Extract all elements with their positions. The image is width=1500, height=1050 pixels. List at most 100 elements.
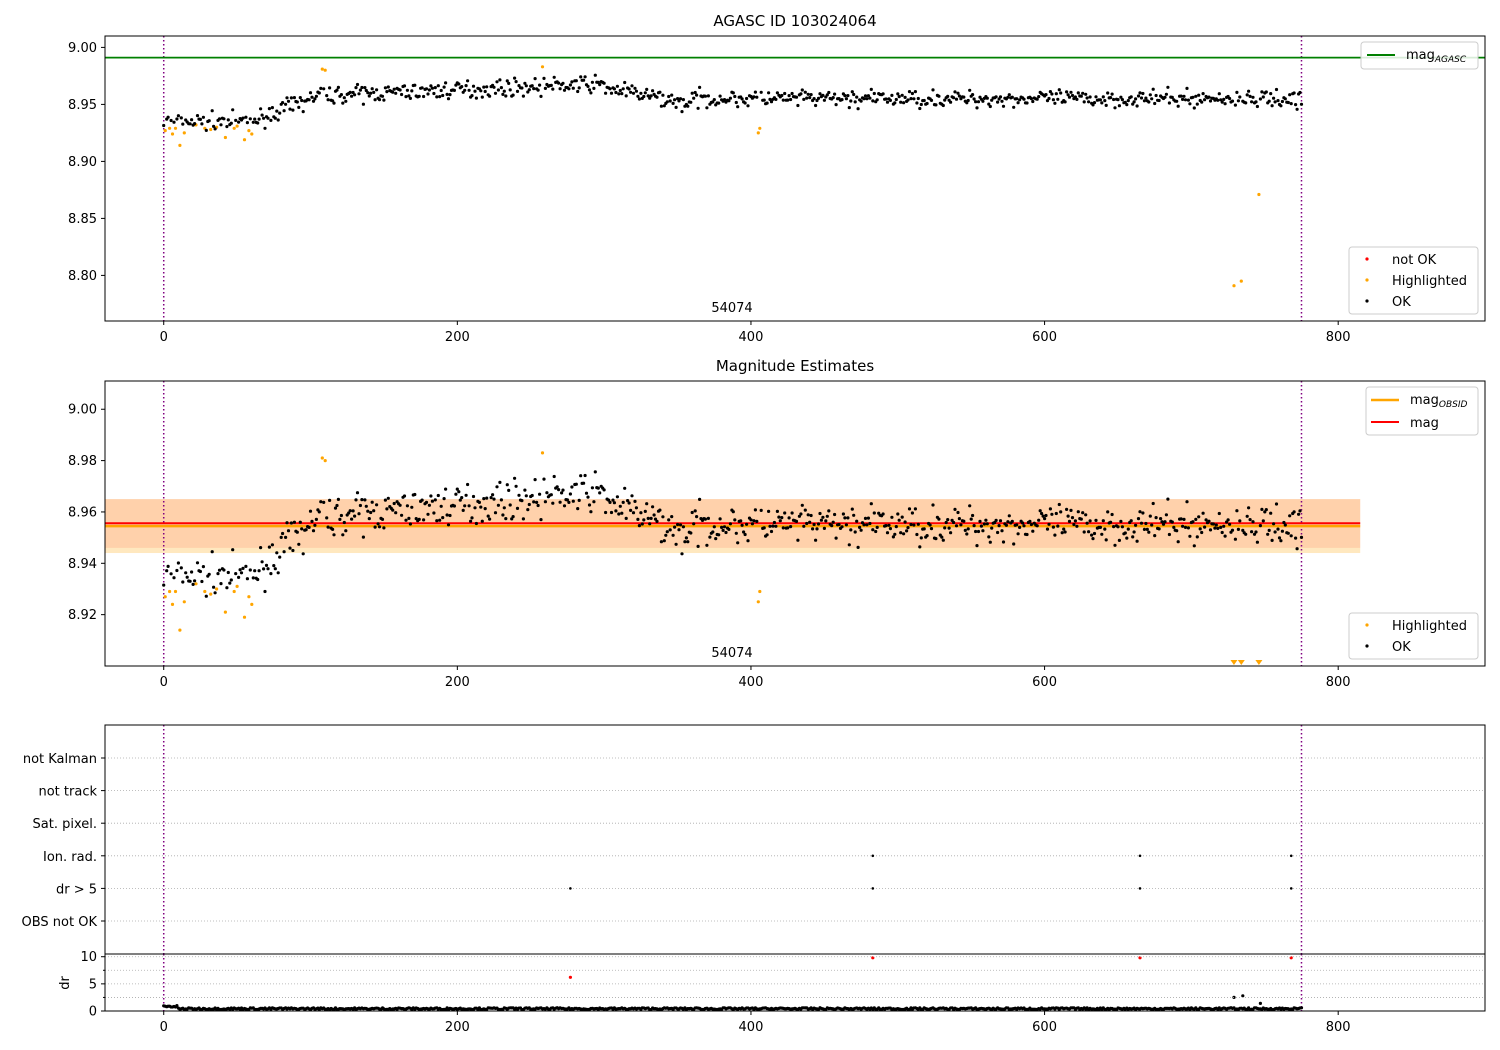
data-point [809,513,813,518]
data-point [934,537,938,541]
data-point [1104,103,1108,107]
data-point [1045,527,1050,531]
data-point [1251,520,1255,524]
data-point [322,500,326,504]
data-point [464,493,468,497]
data-point [1183,98,1188,102]
data-point [1250,100,1254,104]
data-point [680,110,684,114]
data-point [1109,96,1113,100]
data-point [865,523,869,527]
data-point [410,89,414,93]
data-point [417,517,421,522]
data-point [633,86,637,90]
data-point [680,552,684,556]
data-point [313,97,317,101]
data-point [1298,90,1302,95]
data-point [662,104,666,108]
data-point [890,93,894,97]
data-point [952,520,956,525]
data-point [979,524,984,528]
data-point [175,1004,179,1008]
data-point [1239,279,1243,283]
x-tick-label: 200 [445,1020,470,1035]
data-point [1191,95,1195,99]
data-point [257,117,261,121]
data-point [533,77,537,81]
data-point [342,96,346,100]
data-point [815,527,819,531]
data-point [664,533,668,537]
data-point [1028,519,1032,524]
data-point [1139,96,1144,100]
data-point [195,114,200,118]
data-point [282,550,286,554]
data-point [1222,97,1226,101]
data-point [1194,517,1198,522]
data-point [1070,516,1075,520]
data-point [1211,522,1215,526]
data-point [916,96,920,101]
data-point [1197,515,1201,519]
data-point [624,94,628,98]
data-point [530,84,534,88]
data-point [333,506,338,510]
data-point [383,86,387,90]
data-point [577,498,581,502]
data-point [511,93,515,97]
data-point [975,106,979,110]
data-point [928,523,932,527]
data-point [1090,533,1094,537]
x-tick-label: 600 [1032,675,1057,690]
data-point [1157,98,1161,103]
data-point [987,102,991,106]
data-point [988,540,992,544]
data-point [433,498,437,502]
data-point [270,543,274,547]
data-point [216,572,220,576]
data-point [501,513,505,517]
data-point [1261,95,1265,99]
data-point [662,539,666,543]
data-point [483,507,487,511]
data-point [235,584,239,589]
data-point [604,510,608,515]
data-point [407,516,411,521]
data-point [984,518,988,522]
data-point [1123,100,1127,104]
data-point [771,524,775,528]
data-point [919,536,923,540]
data-point [903,520,907,524]
data-point [629,90,633,94]
data-point [408,96,412,100]
data-point [372,509,376,513]
data-point [234,572,238,576]
data-point [584,491,589,495]
data-point [852,513,856,517]
data-point [1087,100,1091,104]
data-point [753,90,758,94]
data-point [797,514,802,518]
data-point [812,522,816,527]
data-point [245,121,249,125]
data-point [912,523,916,527]
data-point [405,88,409,92]
data-point [289,96,293,100]
data-point [162,583,166,587]
data-point [394,511,398,515]
data-point [361,102,365,106]
data-point [802,524,806,528]
data-point [608,87,612,91]
data-point [507,81,511,85]
data-point [621,500,625,504]
data-point [1138,91,1142,95]
data-point [1054,511,1058,516]
data-point [1136,517,1141,521]
data-point [288,546,292,550]
data-point [555,485,559,489]
data-point [1101,519,1105,523]
data-point [402,494,407,498]
data-point [331,527,335,532]
data-point [558,500,562,504]
data-point [235,124,239,128]
